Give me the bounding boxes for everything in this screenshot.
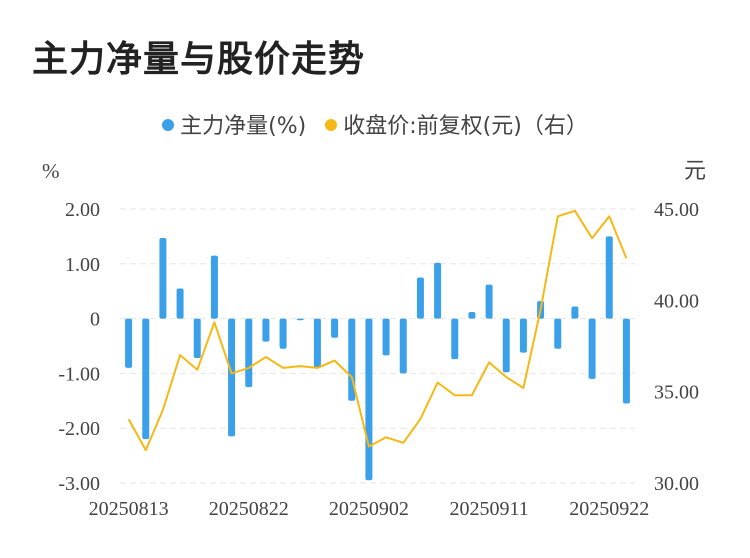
left-tick-label: 2.00 — [65, 199, 100, 221]
bar — [245, 318, 253, 388]
right-tick-label: 35.00 — [654, 382, 699, 404]
bar — [142, 318, 150, 440]
chart-title: 主力净量与股价走势 — [32, 39, 366, 80]
bar — [331, 318, 339, 338]
left-tick-label: 1.00 — [65, 254, 100, 276]
bar — [228, 318, 236, 437]
bar — [502, 318, 510, 373]
bar — [279, 318, 287, 349]
bar — [416, 277, 424, 319]
legend-marker-net — [162, 119, 175, 131]
bar — [365, 318, 373, 481]
legend-label-net: 主力净量(%) — [180, 114, 307, 139]
legend-item-net[interactable]: 主力净量(%) — [162, 108, 306, 140]
x-tick-label: 20250902 — [329, 498, 409, 520]
bar — [159, 238, 167, 319]
left-tick-label: -2.00 — [58, 418, 100, 440]
bar — [588, 318, 596, 379]
x-tick-label: 20250813 — [89, 498, 169, 520]
price-line — [127, 209, 628, 452]
bar — [434, 262, 442, 319]
bar — [605, 236, 613, 319]
left-tick-label: 0 — [90, 309, 100, 331]
bar — [468, 312, 476, 319]
left-tick-label: -3.00 — [58, 473, 100, 495]
x-tick-label: 20250822 — [209, 498, 289, 520]
right-tick-label: 30.00 — [654, 473, 699, 495]
bar — [451, 318, 459, 360]
bar — [210, 255, 218, 319]
bar — [571, 306, 579, 319]
bar — [313, 318, 321, 368]
bar — [176, 288, 184, 319]
x-tick-label: 20250922 — [569, 498, 649, 520]
bar — [519, 318, 527, 353]
bar — [125, 318, 133, 368]
left-axis-unit: % — [42, 159, 60, 183]
legend-marker-price — [325, 119, 338, 131]
right-tick-label: 40.00 — [654, 290, 699, 312]
left-tick-label: -1.00 — [58, 363, 100, 385]
right-tick-label: 45.00 — [654, 199, 699, 221]
x-tick-label: 20250911 — [449, 498, 528, 520]
right-axis-unit: 元 — [684, 158, 706, 183]
bar — [622, 318, 630, 404]
bar — [399, 318, 407, 374]
bar — [554, 318, 562, 349]
bar — [296, 318, 304, 321]
legend-item-price[interactable]: 收盘价:前复权(元)（右） — [325, 108, 588, 140]
bar — [485, 284, 493, 319]
bar — [193, 318, 201, 359]
legend: 主力净量(%) 收盘价:前复权(元)（右） — [0, 108, 750, 140]
bar — [382, 318, 390, 356]
legend-label-price: 收盘价:前复权(元)（右） — [343, 114, 588, 139]
bar — [262, 318, 270, 342]
